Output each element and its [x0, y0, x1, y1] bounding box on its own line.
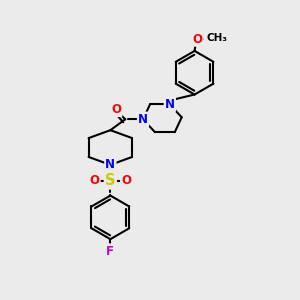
- Text: F: F: [106, 244, 114, 258]
- Text: N: N: [105, 158, 116, 171]
- Text: O: O: [89, 174, 100, 187]
- Text: S: S: [105, 173, 116, 188]
- Text: O: O: [111, 103, 121, 116]
- Text: O: O: [121, 174, 131, 187]
- Text: N: N: [138, 113, 148, 126]
- Text: N: N: [165, 98, 175, 111]
- Text: O: O: [193, 32, 202, 46]
- Text: CH₃: CH₃: [206, 33, 227, 43]
